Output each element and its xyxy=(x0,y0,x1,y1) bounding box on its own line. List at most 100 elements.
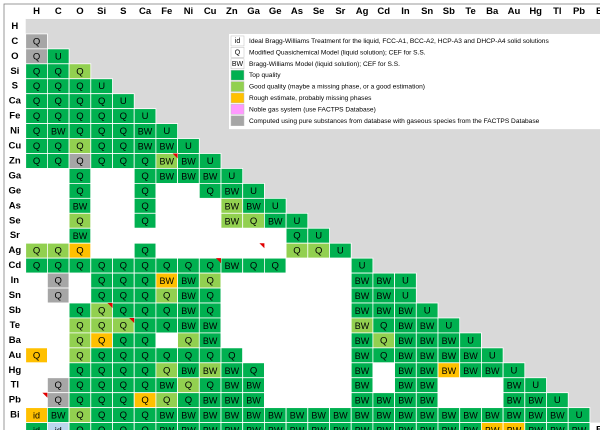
cell-Hg-Se xyxy=(307,362,330,379)
cell-label-undefined-Ag: BW xyxy=(355,426,370,430)
cell-label-Sb-Ca: Q xyxy=(141,305,148,316)
cell-label-undefined-Au: BW xyxy=(507,426,522,430)
legend-swatch-4 xyxy=(230,81,245,92)
cell-label-undefined-Hg: BW xyxy=(528,426,543,430)
col-header-top-Pb: Pb xyxy=(573,6,585,17)
cell-Cd-Se xyxy=(307,257,330,274)
cell-label-Si-C: Q xyxy=(55,66,62,77)
cell-label-Ni-S: Q xyxy=(120,126,127,137)
cell-label-Ba-In: BW xyxy=(398,336,413,346)
cell-label-Sn-Si: Q xyxy=(98,291,105,302)
cell-Sr-Ge xyxy=(263,227,287,244)
cell-label-Au-O: Q xyxy=(76,350,83,361)
cell-Te-Sr xyxy=(329,317,352,334)
cell-label-Te-Sn: BW xyxy=(420,321,435,331)
cell-Hg-Ge xyxy=(263,362,287,379)
cell-label-Zn-Ca: Q xyxy=(141,156,148,167)
legend-label-3: Top quality xyxy=(249,72,281,79)
cell-label-Pb-S: Q xyxy=(120,395,127,406)
cell-label-Sb-Cu: Q xyxy=(206,305,213,316)
cell-label-Sb-Ag: BW xyxy=(355,306,370,316)
cell-label-Au-Cd: Q xyxy=(380,350,387,361)
cell-Ag-Cu xyxy=(198,242,222,259)
cell-label-undefined-Te: BW xyxy=(463,426,478,430)
cell-label-In-C: Q xyxy=(55,276,62,287)
cell-label-Ba-Cd: Q xyxy=(380,335,387,346)
cell-label-Pb-Ga: BW xyxy=(246,396,261,406)
col-header-top-Ga: Ga xyxy=(247,6,260,17)
cell-label-Bi-Zn: BW xyxy=(225,411,240,421)
cell-label-Bi-Cu: BW xyxy=(203,411,218,421)
cell-label-Hg-Au: U xyxy=(511,365,518,376)
cell-label-Ga-O: Q xyxy=(76,171,83,182)
cell-label-Te-Fe: Q xyxy=(163,320,170,331)
cell-label-O-C: U xyxy=(55,51,62,62)
cell-Au-As xyxy=(285,347,309,364)
cell-label-Bi-Ba: BW xyxy=(485,411,500,421)
cell-label-Te-S: Q xyxy=(120,320,127,331)
col-header-top-As: As xyxy=(291,6,303,17)
cell-label-undefined-Ni: BW xyxy=(181,426,196,430)
cell-Ag-Zn xyxy=(220,242,244,259)
row-header-left-Sn: Sn xyxy=(9,290,21,301)
cell-label-Sb-Sn: U xyxy=(424,305,431,316)
cell-Sn-As xyxy=(285,287,309,304)
cell-undefined-Cu xyxy=(198,422,222,430)
cell-Ge-Ni xyxy=(177,182,200,199)
cell-label-Cd-O: Q xyxy=(76,261,83,272)
cell-label-Hg-Sb: BW xyxy=(442,366,457,376)
cell-In-Se xyxy=(307,272,330,289)
cell-label-Cd-Ge: Q xyxy=(272,261,279,272)
cell-label-Au-Ni: Q xyxy=(185,350,192,361)
cell-label-Cd-Ag: U xyxy=(359,261,366,272)
row-header-left-Se: Se xyxy=(9,215,21,226)
col-header-top-C: C xyxy=(55,6,62,17)
cell-Sn-Ge xyxy=(263,287,287,304)
cell-label-Tl-Au: BW xyxy=(507,381,522,391)
cell-label-Bi-Hg: BW xyxy=(528,411,543,421)
cell-label-S-C: Q xyxy=(55,81,62,92)
cell-label-Ca-C: Q xyxy=(55,96,62,107)
cell-Sb-As xyxy=(285,302,309,319)
cell-Ba-Zn xyxy=(220,332,244,349)
cell-label-As-Ca: Q xyxy=(141,201,148,212)
cell-In-As xyxy=(285,272,309,289)
col-header-top-Ni: Ni xyxy=(184,6,194,17)
red-mark-Ag-Ga xyxy=(259,243,265,249)
cell-label-Fe-C: Q xyxy=(55,111,62,122)
row-header-left-Ge: Ge xyxy=(9,185,22,196)
cell-Au-C xyxy=(47,347,70,364)
cell-label-Bi-As: BW xyxy=(290,411,305,421)
cell-Pb-Sr xyxy=(329,392,352,409)
cell-undefined-Si xyxy=(90,422,113,430)
cell-label-Sb-Fe: Q xyxy=(163,305,170,316)
cell-In-Sr xyxy=(329,272,352,289)
cell-label-Cd-Ga: Q xyxy=(250,261,257,272)
col-header-top-Cd: Cd xyxy=(377,6,390,17)
cell-label-Ba-S: Q xyxy=(120,335,127,346)
cell-Sn-H xyxy=(25,287,48,304)
cell-label-Cu-S: Q xyxy=(120,141,127,152)
cell-label-Tl-Fe: BW xyxy=(160,381,175,391)
cell-label-Bi-H: id xyxy=(33,411,40,421)
cell-label-Ca-S: U xyxy=(120,96,127,107)
cell-label-Ga-Ca: Q xyxy=(141,171,148,182)
cell-label-Au-In: BW xyxy=(398,351,413,361)
cell-label-Hg-Si: Q xyxy=(98,365,105,376)
cell-label-Pb-Tl: U xyxy=(554,395,561,406)
cell-label-undefined-In: BW xyxy=(398,426,413,430)
cell-Ag-Ga xyxy=(242,242,265,259)
cell-undefined-Zn xyxy=(220,422,244,430)
cell-label-Tl-Si: Q xyxy=(98,380,105,391)
cell-label-Tl-Hg: U xyxy=(532,380,539,391)
cell-label-Bi-Sb: BW xyxy=(442,411,457,421)
row-header-left-Si: Si xyxy=(10,66,19,77)
cell-label-Ga-Fe: BW xyxy=(160,171,175,181)
cell-Se-Cu xyxy=(198,212,222,229)
red-mark-Cd-Cu xyxy=(216,258,221,264)
legend-label-0: Ideal Bragg-Williams Treatment for the l… xyxy=(249,38,549,45)
col-header-top-Au: Au xyxy=(508,6,521,17)
cell-label-Fe-H: Q xyxy=(33,111,40,122)
cell-label-Te-Cd: Q xyxy=(380,320,387,331)
